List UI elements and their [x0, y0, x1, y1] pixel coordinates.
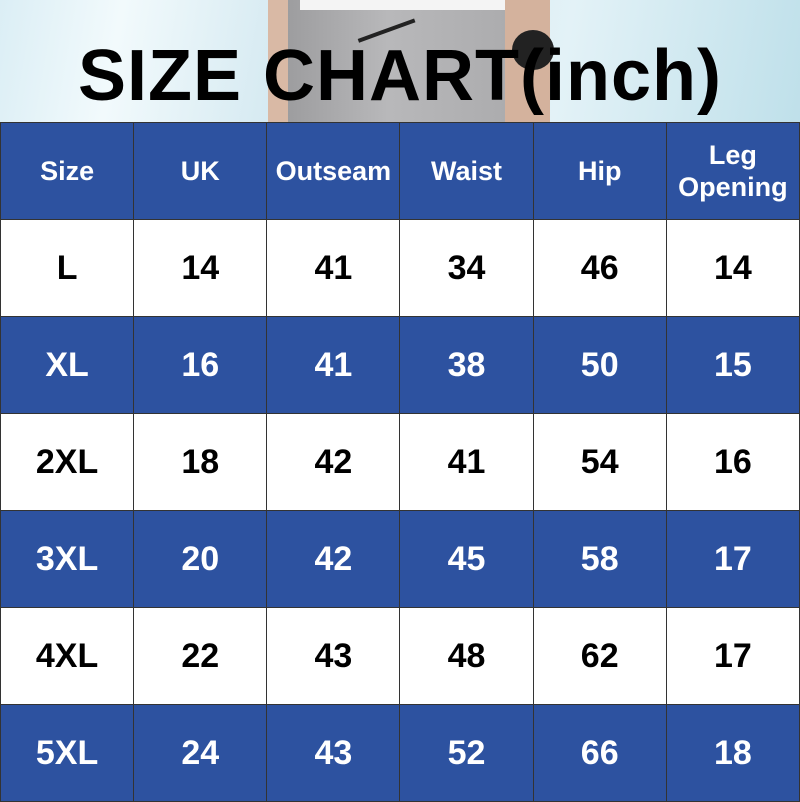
shirt-hem: [300, 0, 530, 10]
table-cell: 24: [133, 704, 268, 802]
table-cell: L: [0, 219, 135, 317]
table-cell: XL: [0, 316, 135, 414]
table-cell: 34: [399, 219, 534, 317]
table-cell: 66: [532, 704, 667, 802]
table-cell: 38: [399, 316, 534, 414]
table-cell: 2XL: [0, 413, 135, 511]
table-cell: 48: [399, 607, 534, 705]
table-cell: 16: [133, 316, 268, 414]
table-cell: 3XL: [0, 510, 135, 608]
table-cell: 15: [665, 316, 800, 414]
table-cell: 18: [665, 704, 800, 802]
column-header: Leg Opening: [665, 122, 800, 220]
table-cell: 41: [399, 413, 534, 511]
table-cell: 4XL: [0, 607, 135, 705]
table-cell: 16: [665, 413, 800, 511]
table-cell: 42: [266, 413, 401, 511]
table-cell: 62: [532, 607, 667, 705]
table-row: 5XL 24 43 52 66 18: [0, 704, 800, 802]
chart-title: SIZE CHART(inch): [78, 36, 722, 116]
table-row: 4XL 22 43 48 62 17: [0, 607, 800, 705]
table-cell: 43: [266, 607, 401, 705]
table-cell: 42: [266, 510, 401, 608]
table-cell: 17: [665, 607, 800, 705]
table-cell: 41: [266, 219, 401, 317]
header-row: Size UK Outseam Waist Hip Leg Opening: [0, 122, 800, 220]
table-row: 2XL 18 42 41 54 16: [0, 413, 800, 511]
table-cell: 14: [665, 219, 800, 317]
table-cell: 5XL: [0, 704, 135, 802]
size-table: Size UK Outseam Waist Hip Leg Opening L 14 41 34 4…: [0, 122, 800, 802]
table-row: XL 16 41 38 50 15: [0, 316, 800, 414]
table-cell: 41: [266, 316, 401, 414]
table-cell: 14: [133, 219, 268, 317]
table-row: 3XL 20 42 45 58 17: [0, 510, 800, 608]
table-cell: 22: [133, 607, 268, 705]
table-cell: 43: [266, 704, 401, 802]
table-cell: 18: [133, 413, 268, 511]
column-header: UK: [133, 122, 268, 220]
column-header: Outseam: [266, 122, 401, 220]
product-photo-background: [0, 0, 800, 122]
column-header: Hip: [532, 122, 667, 220]
column-header: Waist: [399, 122, 534, 220]
table-cell: 20: [133, 510, 268, 608]
table-cell: 50: [532, 316, 667, 414]
table-cell: 17: [665, 510, 800, 608]
table-cell: 58: [532, 510, 667, 608]
table-cell: 54: [532, 413, 667, 511]
table-row: L 14 41 34 46 14: [0, 219, 800, 317]
table-cell: 45: [399, 510, 534, 608]
pants-image: [288, 0, 538, 122]
table-cell: 52: [399, 704, 534, 802]
watch-image: [512, 30, 554, 70]
column-header: Size: [0, 122, 135, 220]
table-cell: 46: [532, 219, 667, 317]
